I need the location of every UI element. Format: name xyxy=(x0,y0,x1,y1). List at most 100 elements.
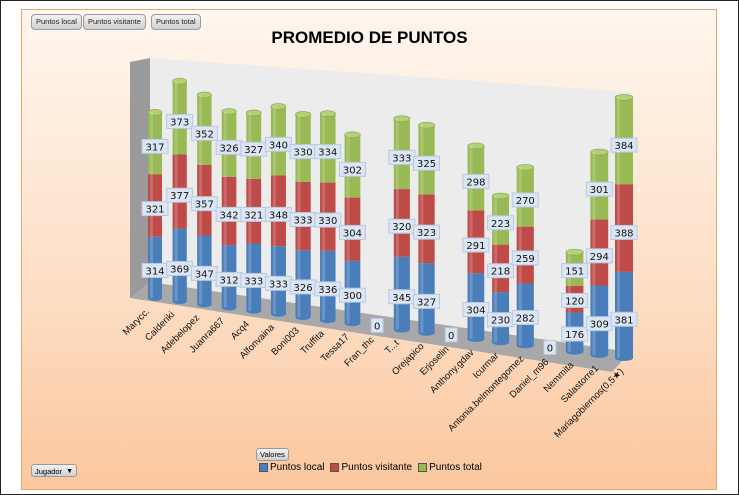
svg-text:230: 230 xyxy=(491,316,510,327)
data-label: 259 xyxy=(511,250,539,266)
field-button-puntos-total[interactable]: Puntos total xyxy=(151,14,201,30)
svg-text:333: 333 xyxy=(244,276,263,287)
svg-text:0: 0 xyxy=(547,344,553,355)
bar-stack-9[interactable]: 0 xyxy=(370,317,384,333)
data-label: 321 xyxy=(240,206,268,222)
svg-text:381: 381 xyxy=(614,315,633,326)
dropdown-arrow-icon: ▼ xyxy=(66,468,73,475)
jugador-filter-dropdown[interactable]: Jugador ▼ xyxy=(31,464,77,477)
data-label: 347 xyxy=(190,265,218,281)
legend-item-puntos-visitante: Puntos visitante xyxy=(330,462,412,473)
svg-text:333: 333 xyxy=(269,279,288,290)
svg-text:373: 373 xyxy=(170,117,189,128)
bar-stack-3[interactable]: 312 342 326 xyxy=(215,108,243,311)
bar-stack-17[interactable]: 176 120 151 xyxy=(561,248,589,355)
bar-top xyxy=(270,103,287,110)
data-label: 333 xyxy=(240,272,268,288)
bar-stack-10[interactable]: 345 320 333 xyxy=(388,115,416,333)
data-label: 323 xyxy=(413,224,441,240)
legend: Puntos local Puntos visitante Puntos tot… xyxy=(259,462,482,473)
data-label: 230 xyxy=(487,312,515,328)
data-label: 312 xyxy=(215,271,243,287)
bar-stack-18[interactable]: 309 294 301 xyxy=(585,148,613,358)
svg-text:357: 357 xyxy=(195,200,214,211)
bar-stack-0[interactable]: 314 321 317 xyxy=(141,109,169,301)
svg-text:336: 336 xyxy=(318,285,337,296)
jugador-label: Jugador xyxy=(35,467,63,476)
data-label: 0 xyxy=(444,327,458,343)
svg-text:333: 333 xyxy=(392,153,411,164)
legend-swatch xyxy=(330,463,340,472)
bar-top xyxy=(172,77,188,85)
svg-text:300: 300 xyxy=(343,291,362,302)
svg-text:345: 345 xyxy=(392,293,411,304)
bar-stack-6[interactable]: 326 333 330 xyxy=(289,111,317,320)
svg-text:377: 377 xyxy=(170,191,189,202)
bar-stack-13[interactable]: 304 291 298 xyxy=(462,142,490,343)
field-button-puntos-visitante[interactable]: Puntos visitante xyxy=(83,14,146,30)
bar-top xyxy=(319,110,336,117)
data-label: 381 xyxy=(610,311,638,327)
bar-base xyxy=(492,339,510,346)
svg-text:321: 321 xyxy=(145,205,164,216)
data-label: 151 xyxy=(561,263,589,279)
data-label: 373 xyxy=(166,113,194,129)
svg-text:291: 291 xyxy=(466,241,485,252)
svg-text:314: 314 xyxy=(145,266,164,277)
bar-stack-19[interactable]: 381 388 384 xyxy=(610,94,638,361)
bar-stack-7[interactable]: 336 330 334 xyxy=(314,110,342,324)
svg-text:309: 309 xyxy=(590,320,609,331)
legend-field-button-valores[interactable]: Valores xyxy=(256,448,289,461)
data-label: 384 xyxy=(610,137,638,153)
bar-top xyxy=(147,109,163,116)
data-label: 304 xyxy=(462,301,490,317)
bar-stack-8[interactable]: 300 304 302 xyxy=(338,131,366,327)
data-label: 326 xyxy=(215,139,243,155)
data-label: 301 xyxy=(585,181,613,197)
field-button-puntos-local[interactable]: Puntos local xyxy=(31,14,82,30)
bar-base xyxy=(246,307,262,314)
bar-top xyxy=(565,248,584,256)
svg-text:369: 369 xyxy=(170,265,189,276)
bar-stack-1[interactable]: 369 377 373 xyxy=(166,77,194,305)
bar-stack-16[interactable]: 0 xyxy=(543,340,557,356)
data-label: 298 xyxy=(462,173,490,189)
bar-base xyxy=(516,342,534,349)
bar-stack-5[interactable]: 333 348 340 xyxy=(264,103,292,317)
svg-text:326: 326 xyxy=(294,283,313,294)
data-label: 377 xyxy=(166,187,194,203)
svg-text:321: 321 xyxy=(244,210,263,221)
bar-base xyxy=(467,336,485,343)
side-wall xyxy=(130,58,150,298)
bar-stack-11[interactable]: 327 323 325 xyxy=(413,121,441,336)
data-label: 330 xyxy=(314,212,342,228)
legend-swatch xyxy=(418,463,428,472)
bar-stack-15[interactable]: 282 259 270 xyxy=(511,164,539,349)
bar-top xyxy=(614,94,634,101)
bar-stack-12[interactable]: 0 xyxy=(444,327,458,343)
svg-text:320: 320 xyxy=(392,222,411,233)
data-label: 314 xyxy=(141,262,169,278)
svg-text:282: 282 xyxy=(516,314,535,325)
svg-text:342: 342 xyxy=(220,210,239,221)
bar-top xyxy=(516,164,535,171)
bar-stack-2[interactable]: 347 357 352 xyxy=(190,91,218,308)
data-label: 327 xyxy=(240,141,268,157)
data-label: 309 xyxy=(585,316,613,332)
legend-swatch xyxy=(259,463,268,472)
data-label: 345 xyxy=(388,289,416,305)
svg-text:384: 384 xyxy=(614,141,633,152)
bar-base xyxy=(320,317,336,324)
bar-base xyxy=(197,301,212,308)
bar-top xyxy=(393,115,411,122)
data-label: 0 xyxy=(370,317,384,333)
category-label: T...t xyxy=(383,338,402,357)
bar-base xyxy=(565,348,584,355)
data-label: 327 xyxy=(413,293,441,309)
bar-top xyxy=(491,192,510,200)
bar-stack-14[interactable]: 230 218 223 xyxy=(487,192,515,346)
data-label: 176 xyxy=(561,326,589,342)
bar-stack-4[interactable]: 333 321 327 xyxy=(240,109,268,314)
svg-text:333: 333 xyxy=(294,215,313,226)
